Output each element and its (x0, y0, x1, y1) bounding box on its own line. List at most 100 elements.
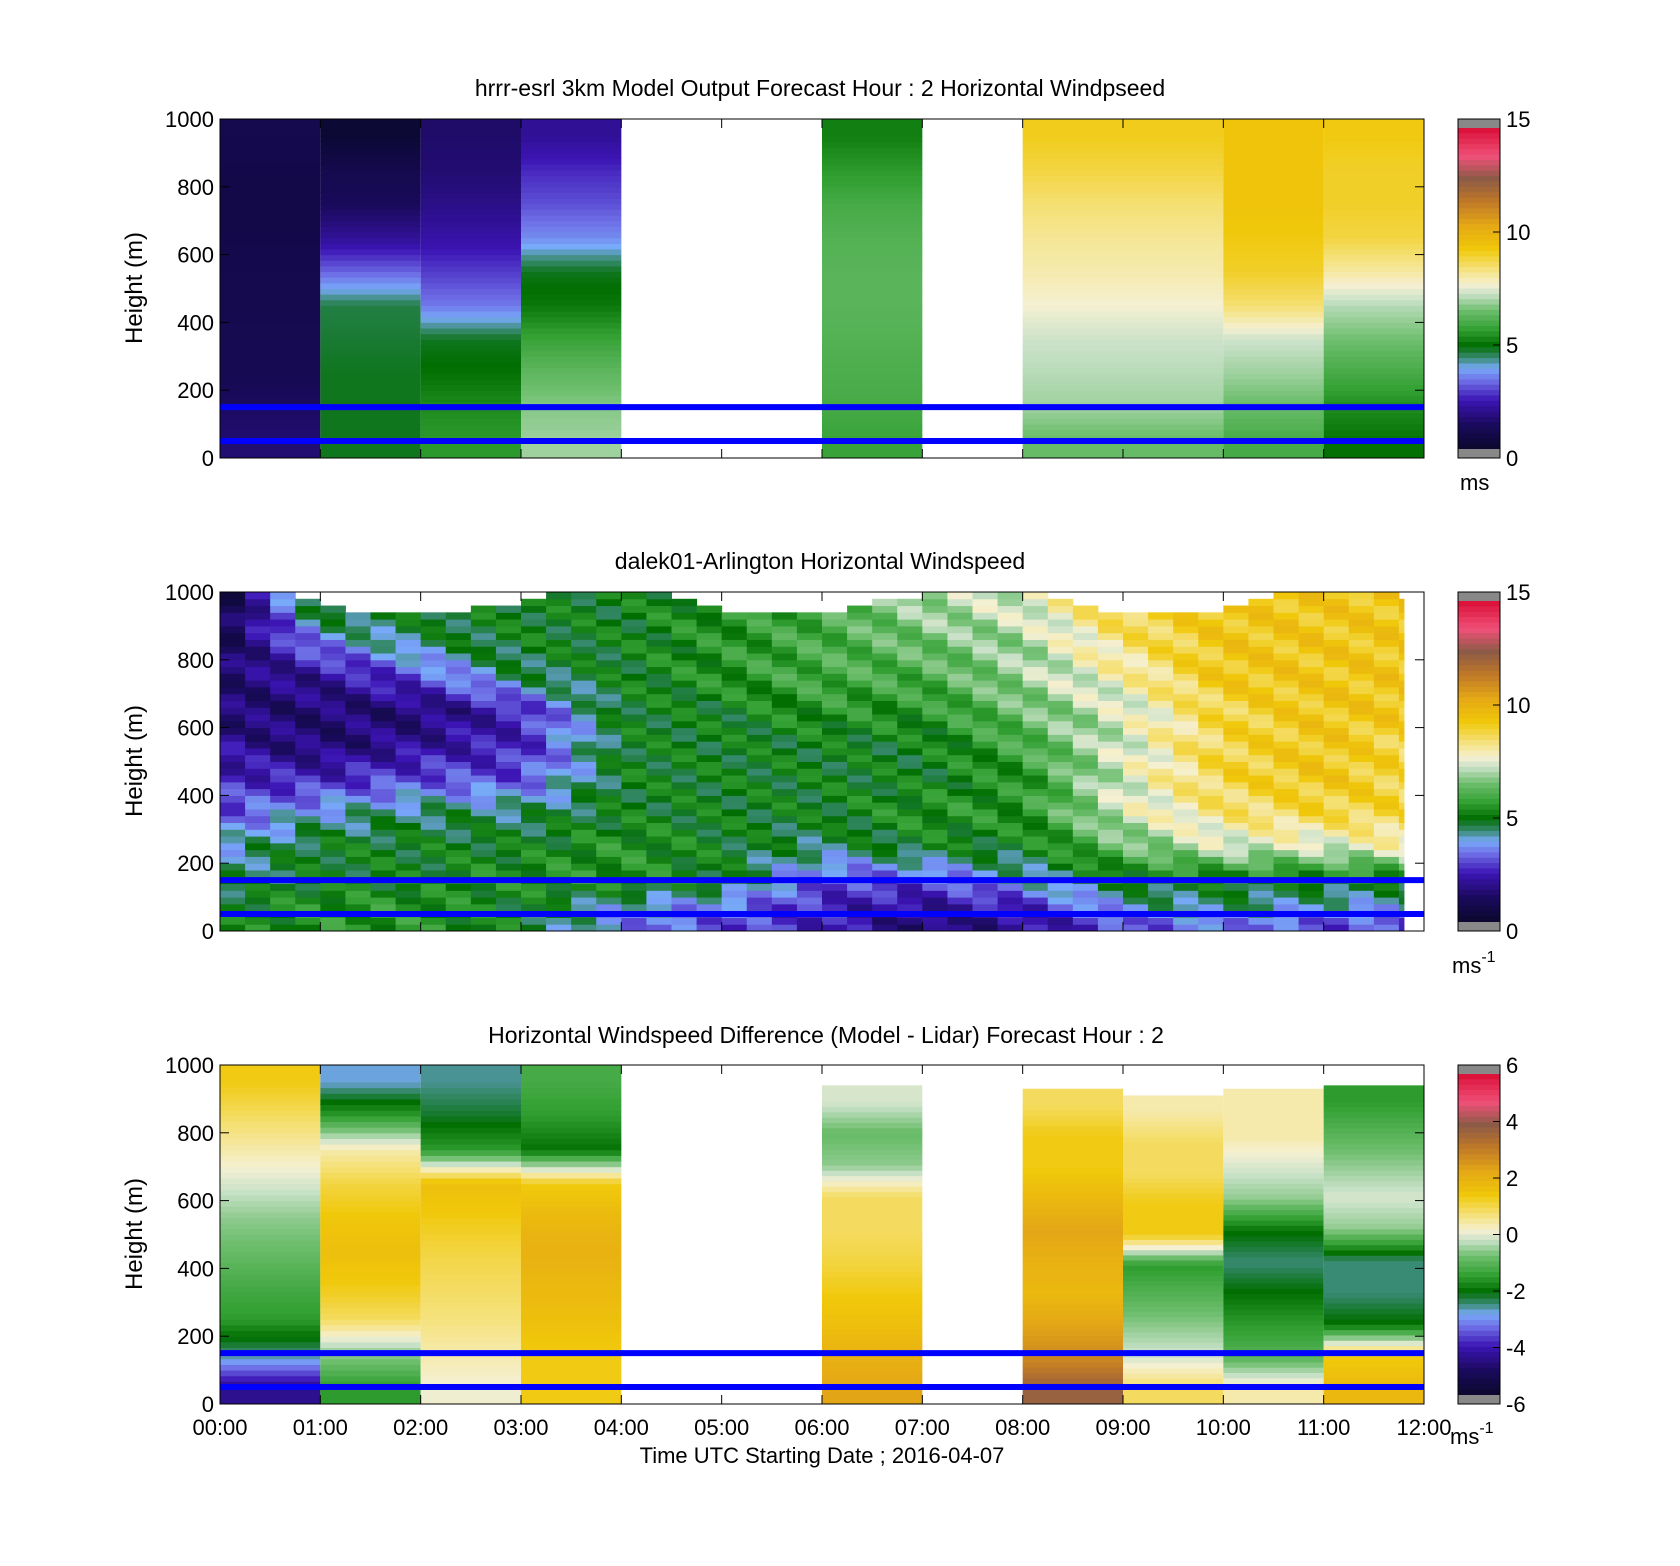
colorbar-swatch (1458, 309, 1500, 316)
heatmap-cell (521, 378, 622, 386)
heatmap-cell (320, 869, 346, 878)
heatmap-cell (972, 727, 999, 735)
heatmap-cell (621, 829, 647, 837)
heatmap-cell (621, 788, 647, 796)
heatmap-cell (395, 836, 422, 844)
heatmap-cell (295, 754, 321, 762)
heatmap-cell (1248, 863, 1274, 871)
heatmap-cell (546, 761, 572, 769)
heatmap-cell (1348, 734, 1375, 742)
heatmap-cell (822, 1398, 923, 1405)
heatmap-cell (1072, 686, 1099, 695)
heatmap-cell (972, 822, 999, 830)
heatmap-cell (420, 203, 521, 210)
heatmap-cell (220, 795, 246, 803)
heatmap-cell (1323, 829, 1350, 837)
colorbar-swatch (1458, 804, 1500, 811)
heatmap-cell (1298, 869, 1325, 878)
colorbar-swatch (1458, 884, 1500, 891)
colorbar-swatch (1458, 788, 1500, 795)
heatmap-cell (671, 707, 698, 715)
heatmap-cell (1223, 1309, 1324, 1316)
heatmap-cell (1123, 788, 1149, 796)
heatmap-cell (320, 693, 346, 701)
heatmap-cell (1148, 802, 1174, 810)
heatmap-cell (1097, 768, 1124, 776)
heatmap-cell (596, 680, 622, 688)
y-tick-label: 1000 (165, 1053, 214, 1078)
heatmap-cell (1097, 727, 1124, 735)
heatmap-cell (1273, 917, 1300, 925)
heatmap-cell (521, 707, 547, 715)
heatmap-cell (521, 424, 622, 431)
heatmap-cell (822, 158, 923, 165)
heatmap-cell (1323, 288, 1424, 295)
heatmap-cell (1348, 632, 1375, 640)
heatmap-cell (997, 754, 1024, 762)
heatmap-cell (370, 836, 397, 844)
heatmap-cell (1047, 700, 1074, 708)
heatmap-cell (671, 693, 698, 701)
heatmap-cell (495, 863, 522, 871)
heatmap-cell (420, 265, 521, 273)
heatmap-cell (1223, 1167, 1324, 1174)
heatmap-cell (1373, 666, 1400, 674)
heatmap-cell (1323, 1271, 1424, 1278)
heatmap-cell (997, 856, 1024, 864)
heatmap-cell (1273, 734, 1300, 742)
heatmap-cell (521, 441, 622, 448)
heatmap-cell (1223, 361, 1324, 369)
heatmap-cell (521, 232, 622, 239)
heatmap-cell (220, 1183, 321, 1190)
heatmap-cell (721, 720, 748, 729)
heatmap-cell (922, 836, 948, 844)
colorbar-swatch (1458, 315, 1500, 322)
heatmap-cell (671, 754, 698, 762)
heatmap-cell (847, 836, 873, 844)
heatmap-cell (470, 632, 497, 640)
heatmap-cell (320, 209, 421, 216)
heatmap-cell (1022, 265, 1123, 273)
heatmap-cell (1248, 720, 1274, 729)
heatmap-cell (997, 639, 1024, 647)
heatmap-cell (1022, 124, 1123, 131)
heatmap-cell (671, 897, 698, 905)
heatmap-cell (220, 384, 321, 391)
heatmap-cell (320, 1274, 421, 1281)
heatmap-cell (897, 836, 923, 844)
heatmap-cell (1123, 1121, 1224, 1127)
heatmap-cell (847, 795, 873, 803)
heatmap-cell (922, 815, 948, 824)
colorbar-swatch (1458, 1389, 1500, 1396)
heatmap-cell (1022, 1130, 1123, 1137)
heatmap-cell (521, 1387, 622, 1394)
heatmap-cell (671, 883, 698, 891)
heatmap-cell (1022, 294, 1123, 301)
heatmap-cell (1123, 152, 1224, 160)
heatmap-cell (947, 646, 973, 654)
heatmap-cell (1072, 897, 1099, 905)
heatmap-cell (796, 815, 823, 824)
heatmap-cell (470, 849, 497, 857)
heatmap-cell (1298, 693, 1325, 701)
heatmap-cell (1022, 747, 1049, 756)
heatmap-cell (1248, 808, 1274, 817)
heatmap-cell (1022, 203, 1123, 210)
heatmap-cell (320, 1307, 421, 1315)
heatmap-cell (922, 598, 948, 607)
heatmap-cell (1173, 768, 1199, 776)
heatmap-cell (771, 836, 798, 844)
heatmap-cell (1123, 277, 1224, 284)
heatmap-cell (1022, 1293, 1123, 1300)
heatmap-cell (972, 619, 999, 627)
heatmap-cell (822, 1212, 923, 1219)
heatmap-cell (220, 802, 246, 810)
heatmap-cell (897, 646, 923, 654)
heatmap-cell (897, 734, 923, 742)
heatmap-cell (245, 849, 271, 857)
heatmap-cell (997, 686, 1024, 695)
heatmap-cell (546, 592, 572, 600)
heatmap-cell (1223, 1235, 1324, 1242)
heatmap-cell (972, 659, 999, 668)
